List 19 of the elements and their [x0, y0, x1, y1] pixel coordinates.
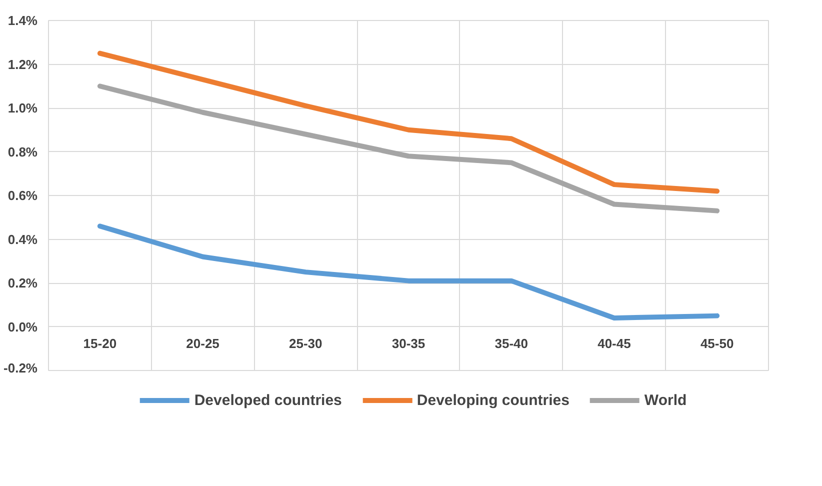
y-tick-label: 1.0% [8, 100, 38, 116]
x-tick-label: 45-50 [700, 336, 734, 351]
x-tick-label: 15-20 [83, 336, 117, 351]
y-tick-label: 0.2% [8, 276, 38, 290]
y-tick-label: 0.0% [8, 319, 38, 334]
legend-label: Developed countries [194, 392, 342, 408]
x-tick-label: 25-30 [289, 336, 322, 351]
legend-label: World [644, 392, 687, 408]
x-tick-label: 35-40 [494, 336, 528, 351]
y-tick-label: -0.2% [4, 360, 38, 376]
x-tick-label: 30-35 [392, 336, 426, 351]
legend-label: Developing countries [416, 392, 570, 408]
x-tick-label: 20-25 [186, 336, 220, 351]
y-tick-label: 1.4% [8, 13, 38, 28]
y-tick-label: 0.8% [8, 144, 38, 160]
x-tick-label: 40-45 [598, 336, 631, 351]
y-tick-label: 0.6% [8, 188, 38, 203]
y-tick-label: 0.4% [8, 232, 38, 247]
y-tick-label: 1.2% [8, 56, 38, 72]
